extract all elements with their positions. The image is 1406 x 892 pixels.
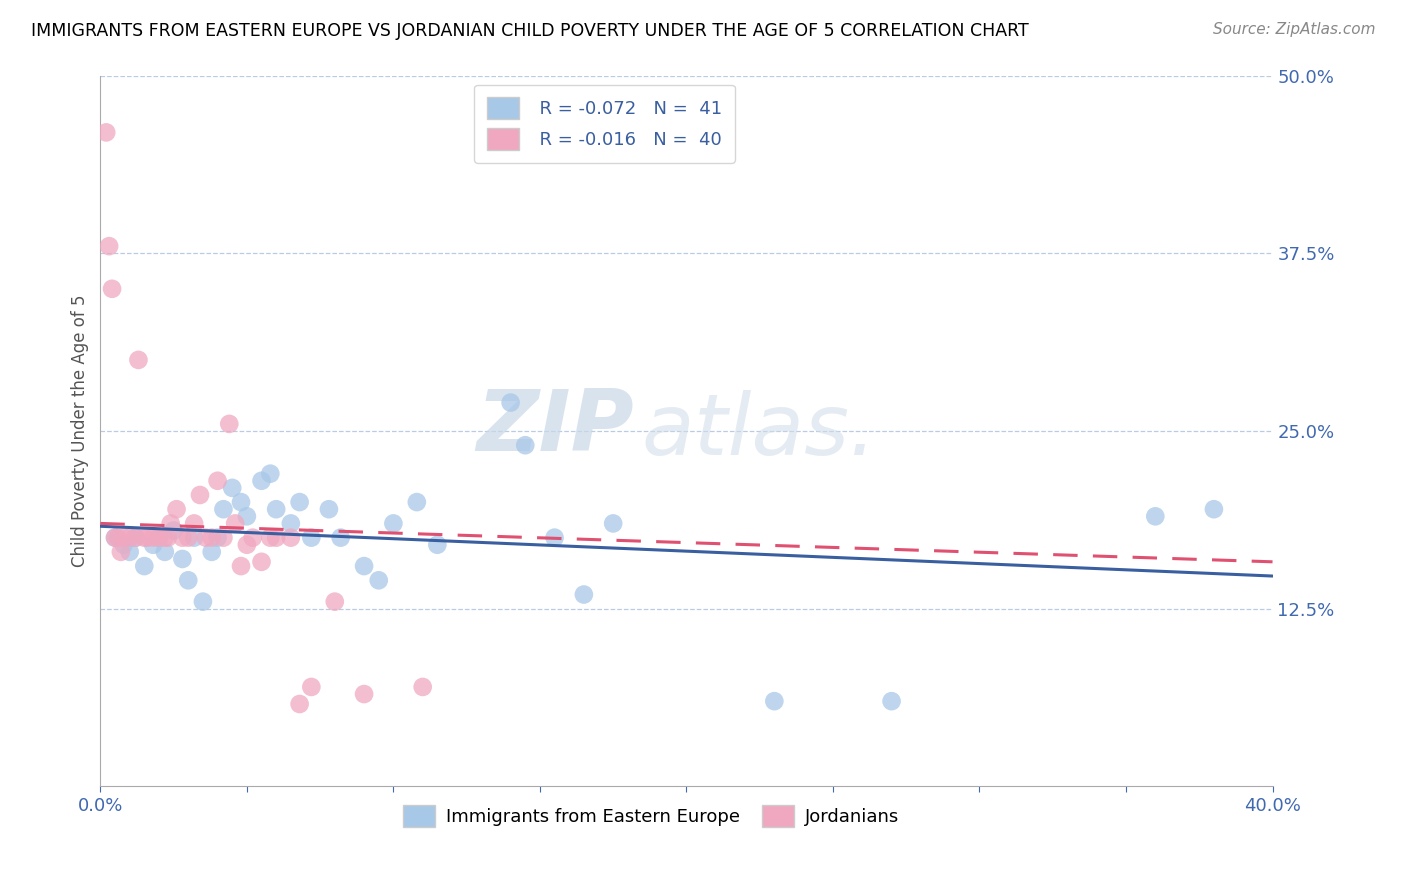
Point (367, 574, 389, 588)
Text: Source: ZipAtlas.com: Source: ZipAtlas.com (1212, 22, 1375, 37)
Legend: Immigrants from Eastern Europe, Jordanians: Immigrants from Eastern Europe, Jordania… (395, 797, 907, 834)
Point (177, 531, 200, 545)
Point (201, 531, 224, 545)
Point (515, 438, 537, 452)
Text: atlas.: atlas. (643, 390, 877, 473)
Point (153, 531, 176, 545)
Point (353, 687, 375, 701)
Point (159, 516, 181, 531)
Point (1202, 502, 1225, 516)
Point (329, 531, 352, 545)
Point (250, 555, 273, 569)
Point (148, 531, 170, 545)
Point (172, 531, 194, 545)
Point (162, 524, 184, 538)
Point (224, 516, 246, 531)
Point (229, 559, 252, 574)
Point (264, 531, 287, 545)
Point (499, 395, 522, 409)
Point (153, 545, 176, 559)
Point (142, 531, 165, 545)
Point (212, 531, 235, 545)
Point (264, 502, 287, 516)
Point (142, 538, 165, 552)
Point (259, 467, 281, 481)
Point (207, 531, 229, 545)
Text: ZIP: ZIP (477, 386, 634, 469)
Point (124, 531, 146, 545)
Point (134, 531, 156, 545)
Point (602, 516, 624, 531)
Point (110, 545, 132, 559)
Point (172, 552, 194, 566)
Point (259, 531, 281, 545)
Point (242, 531, 264, 545)
Point (104, 531, 127, 545)
Point (194, 531, 217, 545)
Point (183, 516, 205, 531)
Point (280, 531, 302, 545)
Y-axis label: Child Poverty Under the Age of 5: Child Poverty Under the Age of 5 (72, 294, 89, 567)
Point (166, 502, 188, 516)
Point (112, 538, 135, 552)
Point (127, 352, 149, 367)
Point (763, 694, 786, 708)
Point (212, 502, 235, 516)
Point (1144, 509, 1167, 524)
Text: IMMIGRANTS FROM EASTERN EUROPE VS JORDANIAN CHILD POVERTY UNDER THE AGE OF 5 COR: IMMIGRANTS FROM EASTERN EUROPE VS JORDAN… (31, 22, 1029, 40)
Point (134, 559, 156, 574)
Point (218, 417, 240, 431)
Point (572, 588, 595, 602)
Point (236, 509, 259, 524)
Point (124, 531, 146, 545)
Point (299, 531, 322, 545)
Point (112, 531, 135, 545)
Point (229, 495, 252, 509)
Point (183, 531, 205, 545)
Point (136, 531, 159, 545)
Point (156, 531, 179, 545)
Point (288, 495, 311, 509)
Point (382, 516, 405, 531)
Point (543, 531, 565, 545)
Point (880, 694, 903, 708)
Point (148, 531, 170, 545)
Point (288, 697, 311, 711)
Point (118, 531, 141, 545)
Point (353, 559, 375, 574)
Point (405, 495, 427, 509)
Point (101, 282, 124, 296)
Point (118, 545, 141, 559)
Point (98, 239, 121, 253)
Point (250, 474, 273, 488)
Point (280, 516, 302, 531)
Point (318, 502, 340, 516)
Point (104, 531, 127, 545)
Point (299, 680, 322, 694)
Point (96, 125, 118, 139)
Point (207, 474, 229, 488)
Point (323, 594, 346, 608)
Point (201, 545, 224, 559)
Point (412, 680, 434, 694)
Point (221, 481, 243, 495)
Point (177, 574, 200, 588)
Point (426, 538, 449, 552)
Point (188, 488, 211, 502)
Point (107, 531, 129, 545)
Point (236, 538, 259, 552)
Point (191, 594, 214, 608)
